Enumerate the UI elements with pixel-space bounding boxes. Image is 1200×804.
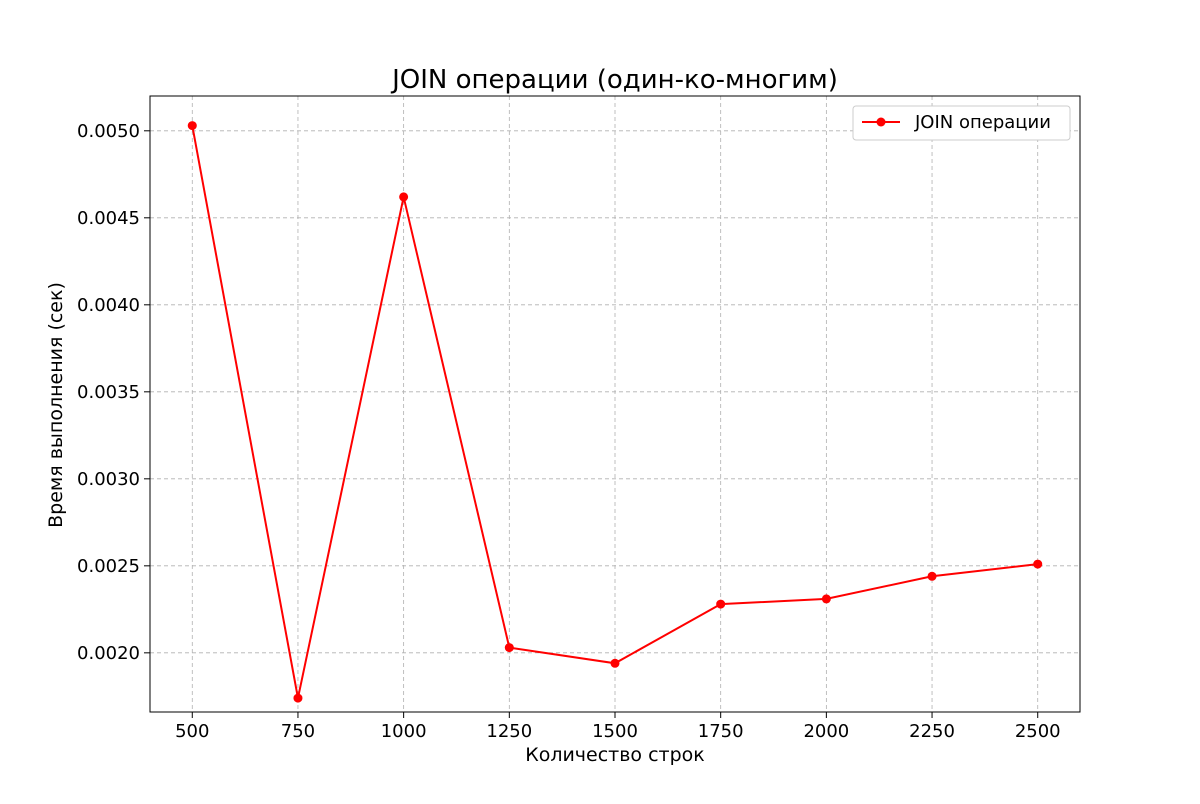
legend-marker-swatch — [876, 117, 886, 127]
data-point — [927, 571, 937, 581]
legend-label: JOIN операции — [914, 112, 1051, 133]
x-tick-label: 2500 — [1015, 721, 1061, 742]
data-point — [610, 658, 620, 668]
data-point — [504, 643, 514, 653]
data-point — [1033, 559, 1043, 569]
legend: JOIN операции — [852, 105, 1071, 141]
x-axis-label: Количество строк — [525, 744, 705, 766]
y-axis-label: Время выполнения (сек) — [45, 282, 67, 528]
data-point — [399, 192, 409, 202]
y-tick-label: 0.0025 — [77, 556, 140, 577]
y-tick-label: 0.0035 — [77, 382, 140, 403]
data-point — [716, 599, 726, 609]
data-point — [293, 693, 303, 703]
x-tick-label: 2250 — [909, 721, 955, 742]
data-point — [187, 121, 197, 131]
y-tick-label: 0.0030 — [77, 469, 140, 490]
x-tick-label: 750 — [281, 721, 315, 742]
x-tick-label: 1250 — [486, 721, 532, 742]
y-tick-label: 0.0020 — [77, 643, 140, 664]
y-tick-label: 0.0050 — [77, 121, 140, 142]
x-tick-label: 500 — [175, 721, 209, 742]
y-tick-label: 0.0040 — [77, 295, 140, 316]
x-tick-label: 1500 — [592, 721, 638, 742]
chart-title: JOIN операции (один-ко-многим) — [390, 65, 838, 95]
x-tick-label: 2000 — [803, 721, 849, 742]
y-tick-label: 0.0045 — [77, 208, 140, 229]
data-point — [821, 594, 831, 604]
x-tick-label: 1000 — [381, 721, 427, 742]
x-tick-label: 1750 — [698, 721, 744, 742]
legend-box — [852, 105, 1071, 141]
